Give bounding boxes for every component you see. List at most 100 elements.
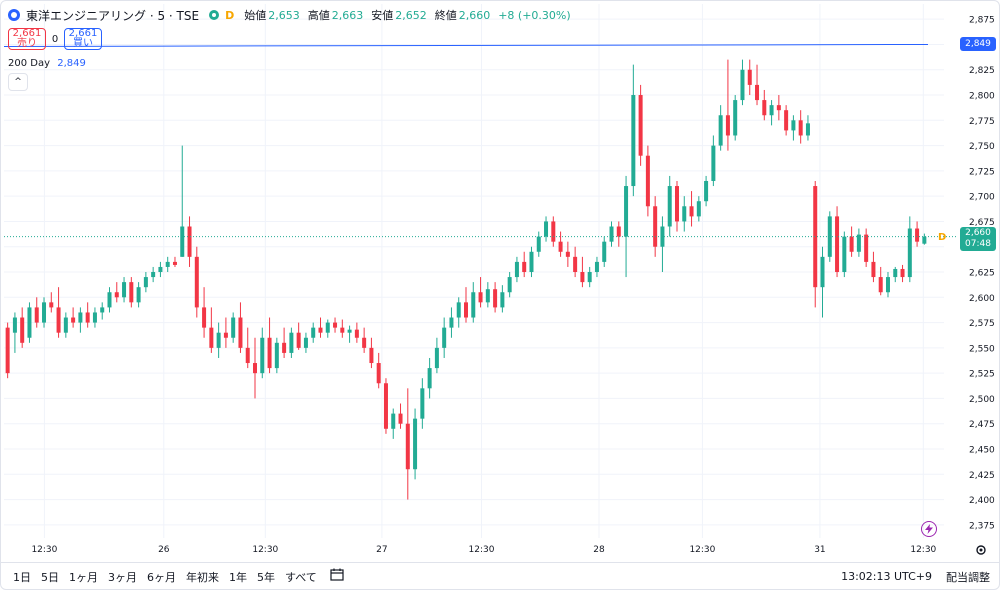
- candle-body: [682, 206, 687, 222]
- price-tick-label: 2,525: [969, 370, 995, 380]
- range-button[interactable]: すべて: [285, 570, 317, 584]
- lightning-icon[interactable]: [921, 521, 937, 537]
- candle-body: [325, 322, 330, 333]
- range-button[interactable]: 5年: [257, 570, 275, 584]
- candle-body: [63, 317, 68, 333]
- low-value: 2,652: [395, 8, 427, 22]
- range-button[interactable]: 5日: [41, 570, 59, 584]
- indicator-label[interactable]: 200 Day 2,849: [8, 58, 86, 69]
- candle-body: [478, 292, 483, 303]
- candle-body: [718, 115, 723, 146]
- candle-body: [638, 95, 643, 156]
- sell-label: 売り: [17, 38, 37, 49]
- candle-body: [354, 329, 359, 338]
- candle-body: [340, 327, 345, 333]
- candle-body: [900, 268, 905, 278]
- range-button[interactable]: 1年: [229, 570, 247, 584]
- time-tick-label: 27: [376, 545, 387, 555]
- sell-price: 2,661: [12, 28, 42, 39]
- last-price: 2,660: [965, 228, 991, 238]
- candle-body: [813, 186, 818, 288]
- candle-body: [303, 337, 308, 348]
- candle-body: [405, 423, 410, 470]
- last-price-tag: 2,660 07:48: [960, 227, 996, 251]
- candle-body: [820, 256, 825, 288]
- candle-body: [522, 261, 527, 273]
- close-value: 2,660: [458, 8, 491, 22]
- price-tick-label: 2,775: [969, 117, 995, 127]
- price-chart[interactable]: 2,8752,8502,8252,8002,7752,7502,7252,700…: [0, 0, 1000, 562]
- candle-body: [529, 251, 534, 273]
- candle-body: [122, 282, 127, 298]
- candle-body: [92, 312, 97, 323]
- candle-body: [362, 337, 367, 348]
- range-button[interactable]: 1ヶ月: [69, 570, 98, 584]
- candle-body: [427, 368, 432, 389]
- candle-body: [653, 206, 658, 247]
- range-button[interactable]: 6ヶ月: [147, 570, 176, 584]
- candle-body: [151, 272, 156, 278]
- candle-body: [27, 307, 32, 338]
- candle-body: [85, 312, 90, 323]
- candle-body: [587, 272, 592, 283]
- range-button[interactable]: 1日: [13, 570, 31, 584]
- ma-line: [3, 43, 929, 47]
- price-tick-label: 2,550: [969, 344, 995, 354]
- price-tick-label: 2,700: [969, 193, 995, 203]
- candle-body: [260, 337, 265, 374]
- candle-body: [20, 317, 25, 343]
- candle-body: [696, 201, 701, 217]
- price-tick-label: 2,875: [969, 16, 995, 26]
- clock-display[interactable]: 13:02:13 UTC+9: [841, 570, 932, 583]
- time-tick-label: 31: [814, 545, 825, 555]
- dividend-adjust-toggle[interactable]: 配当調整: [946, 570, 990, 584]
- gear-icon[interactable]: [974, 543, 988, 557]
- candle-body: [835, 216, 840, 273]
- sell-button[interactable]: 2,661 売り: [8, 28, 46, 50]
- candle-body: [129, 282, 134, 303]
- range-button[interactable]: 年初来: [186, 570, 219, 584]
- candle-body: [544, 221, 549, 237]
- candle-body: [762, 100, 767, 116]
- candle-body: [238, 317, 243, 348]
- candle-body: [383, 383, 388, 429]
- candle-body: [864, 234, 869, 262]
- candle-body: [231, 317, 236, 338]
- dividend-marker[interactable]: D: [938, 232, 947, 243]
- candle-body: [289, 332, 294, 353]
- candle-body: [42, 302, 47, 323]
- calendar-range-icon[interactable]: [330, 568, 344, 585]
- price-tick-label: 2,750: [969, 142, 995, 152]
- collapse-legend-button[interactable]: ^: [8, 73, 28, 91]
- candle-body: [493, 289, 498, 308]
- symbol-title[interactable]: 東洋エンジニアリング · 5 · TSE: [26, 8, 200, 23]
- candle-body: [485, 289, 490, 303]
- ma-price-tag: 2,849: [960, 37, 996, 51]
- candle-body: [805, 123, 810, 136]
- candle-body: [71, 317, 76, 323]
- candle-body: [420, 388, 425, 419]
- range-selector: 1日 5日 1ヶ月 3ヶ月 6ヶ月 年初来 1年 5年 すべて: [8, 569, 322, 585]
- candles: [5, 59, 927, 500]
- candle-body: [689, 206, 694, 217]
- candle-body: [442, 327, 447, 348]
- range-button[interactable]: 3ヶ月: [108, 570, 137, 584]
- time-tick-label: 12:30: [469, 545, 495, 555]
- price-tick-label: 2,600: [969, 294, 995, 304]
- price-tick-label: 2,500: [969, 395, 995, 405]
- candle-body: [56, 307, 61, 333]
- candle-body: [733, 100, 738, 136]
- candle-body: [34, 307, 39, 323]
- candle-body: [885, 277, 890, 293]
- candle-body: [915, 228, 920, 242]
- chart-grid: [4, 4, 944, 538]
- candle-body: [296, 332, 301, 348]
- candle-body: [725, 115, 730, 136]
- candle-body: [223, 332, 228, 338]
- candle-body: [187, 226, 192, 257]
- chevron-up-icon: ^: [14, 77, 22, 87]
- candle-body: [776, 105, 781, 111]
- candle-body: [674, 186, 679, 222]
- buy-button[interactable]: 2,661 買い: [64, 28, 102, 50]
- spread-value: 0: [51, 33, 59, 45]
